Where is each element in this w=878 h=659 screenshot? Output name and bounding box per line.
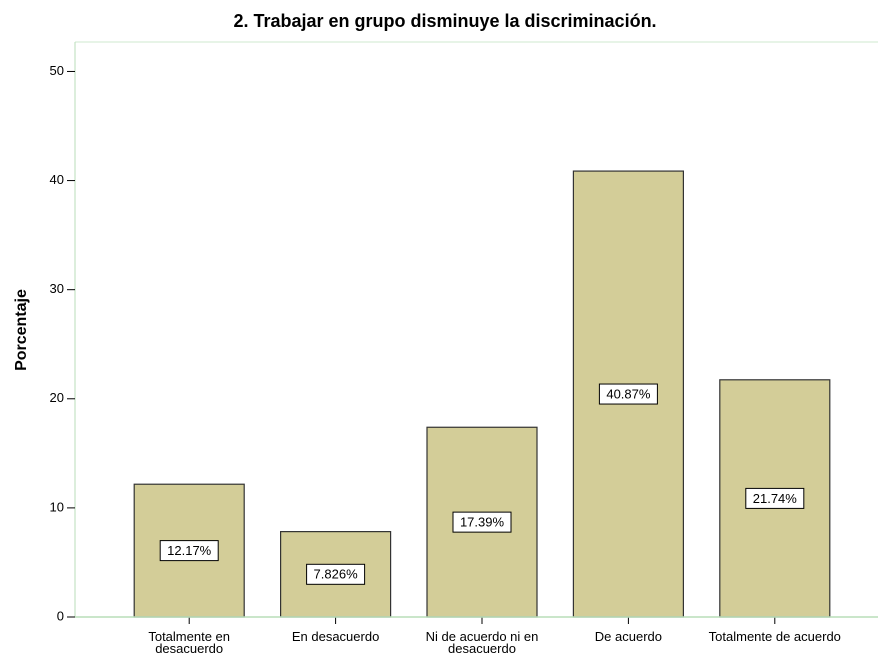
value-label-box [452, 511, 512, 533]
y-tick-label: 20 [50, 390, 64, 405]
value-label: 21.74% [753, 491, 798, 506]
y-tick-label: 0 [57, 608, 64, 623]
value-label-box [598, 383, 658, 405]
x-tick-label: Totalmente en desacuerdo [148, 629, 231, 656]
y-tick-label: 30 [50, 281, 64, 296]
x-tick-label: Totalmente de acuerdo [708, 629, 841, 644]
y-tick-label: 50 [50, 63, 64, 78]
value-label: 17.39% [460, 515, 505, 530]
value-label-box [745, 487, 805, 509]
x-tick-label: Ni de acuerdo ni en desacuerdo [425, 629, 539, 656]
value-label: 40.87% [606, 386, 651, 401]
value-label-box [159, 540, 219, 562]
value-label: 7.826% [314, 567, 359, 582]
value-label-box [306, 563, 366, 585]
y-axis-label: Porcentaje [13, 289, 30, 371]
value-label: 12.17% [167, 543, 212, 558]
x-tick-label: De acuerdo [594, 629, 662, 644]
bar [133, 483, 245, 618]
chart-title: 2. Trabajar en grupo disminuye la discri… [233, 11, 656, 31]
y-tick-label: 10 [50, 499, 64, 514]
x-tick-label: En desacuerdo [291, 629, 380, 644]
y-tick-label: 40 [50, 172, 64, 187]
